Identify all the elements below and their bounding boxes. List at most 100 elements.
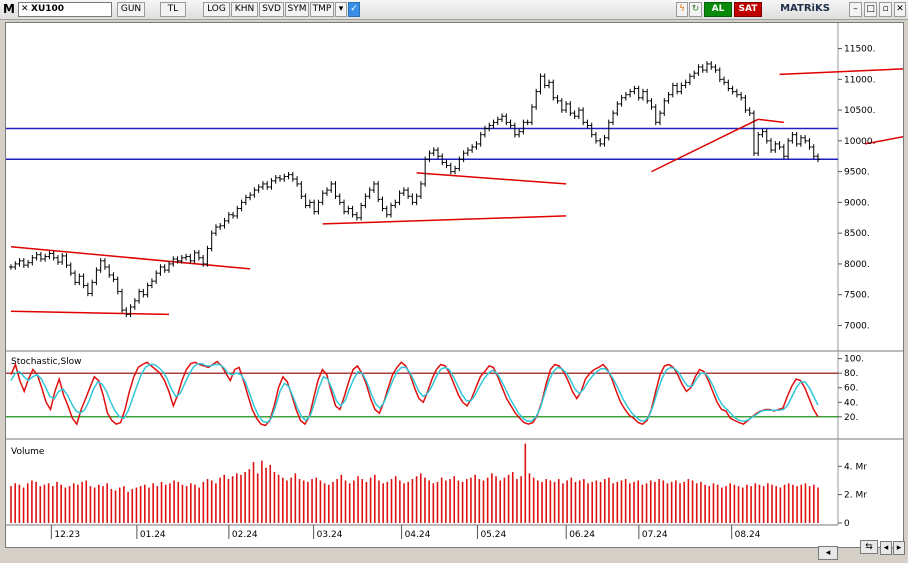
ohlc-bar — [769, 138, 774, 153]
ohlc-bar — [239, 199, 244, 212]
ohlc-bar — [470, 144, 475, 153]
ohlc-bar — [265, 181, 270, 190]
sync-icon[interactable]: ⇆ — [860, 540, 878, 554]
ohlc-bar — [55, 255, 60, 265]
ohlc-bar — [512, 122, 517, 138]
scroll-prev-icon[interactable]: ◂ — [880, 541, 892, 555]
price-tick-label: 10500. — [844, 106, 876, 116]
price-tick-label: 11000. — [844, 75, 876, 85]
ohlc-bar — [235, 205, 240, 219]
ohlc-bar — [730, 85, 735, 95]
ohlc-bar — [226, 211, 231, 224]
svd-button[interactable]: SVD — [259, 2, 284, 17]
ohlc-bar — [542, 73, 547, 89]
stochastic-k-line — [10, 360, 819, 427]
ohlc-bar — [410, 193, 415, 206]
ohlc-bar — [739, 91, 744, 101]
sell-button[interactable]: SAT — [734, 2, 762, 17]
log-button[interactable]: LOG — [203, 2, 230, 17]
ohlc-bar — [756, 131, 761, 156]
minimize-icon[interactable]: – — [849, 2, 862, 17]
ohlc-bar — [525, 119, 530, 126]
ohlc-bar — [278, 175, 282, 182]
ohlc-bar — [337, 193, 342, 206]
stochastic-title: Stochastic,Slow — [11, 357, 82, 367]
dropdown-arrow-icon[interactable]: ▾ — [335, 2, 347, 17]
ohlc-bar — [517, 128, 522, 138]
ohlc-bar — [282, 173, 287, 182]
brand-label: MATRiKS — [780, 3, 830, 14]
ohlc-bar — [773, 141, 778, 153]
twitter-icon[interactable]: ✓ — [348, 2, 360, 17]
ohlc-bar — [9, 264, 13, 270]
scroll-next-icon[interactable]: ▸ — [893, 541, 905, 555]
ohlc-bar — [794, 131, 799, 147]
ohlc-bar — [811, 144, 816, 159]
ohlc-bar — [781, 144, 786, 159]
ohlc-bar — [51, 250, 56, 261]
ohlc-bar — [354, 211, 359, 221]
khn-button[interactable]: KHN — [231, 2, 258, 17]
trendline-1 — [10, 310, 169, 316]
ohlc-bar — [115, 276, 120, 295]
price-tick-label: 7500. — [844, 291, 870, 301]
ohlc-bar — [376, 181, 381, 203]
ohlc-bar — [491, 119, 496, 129]
price-tick-label: 8000. — [844, 260, 870, 270]
ohlc-bar — [175, 256, 180, 264]
ohlc-bar — [440, 153, 445, 166]
ohlc-bar — [568, 101, 573, 116]
ohlc-bar — [201, 255, 206, 267]
ohlc-bar — [34, 251, 39, 261]
ohlc-bar — [418, 181, 423, 199]
stochastic-tick-label: 100. — [844, 355, 864, 365]
ohlc-bar — [380, 196, 385, 212]
ohlc-bar — [329, 181, 334, 193]
ohlc-bar — [726, 79, 731, 92]
currency-button[interactable]: TL — [160, 2, 186, 17]
restore-icon[interactable]: □ — [864, 2, 877, 17]
period-button[interactable]: GUN — [117, 2, 145, 17]
time-tick-label: 12.23 — [54, 530, 80, 540]
ohlc-bar — [252, 187, 257, 198]
ohlc-bar — [324, 187, 329, 196]
symbol-input[interactable]: ✕ XU100 — [18, 2, 112, 17]
ohlc-bar — [98, 258, 103, 273]
time-tick-label: 08.24 — [735, 530, 761, 540]
ohlc-bar — [256, 184, 261, 193]
close-symbol-icon[interactable]: ✕ — [21, 4, 29, 14]
buy-button[interactable]: AL — [704, 2, 732, 17]
ohlc-bar — [692, 70, 697, 79]
stochastic-tick-label: 40. — [844, 398, 858, 408]
ohlc-bar — [521, 119, 526, 135]
ohlc-bar — [231, 211, 236, 219]
ohlc-bar — [760, 128, 765, 138]
ohlc-bar — [320, 190, 325, 206]
maximize-icon[interactable]: ▫ — [879, 2, 892, 17]
ohlc-bar — [30, 255, 35, 266]
ohlc-bar — [350, 205, 355, 218]
sym-button[interactable]: SYM — [285, 2, 309, 17]
tmp-button[interactable]: TMP — [310, 2, 334, 17]
ohlc-bar — [611, 110, 616, 126]
ohlc-bar — [495, 116, 500, 126]
refresh-icon[interactable]: ↻ — [689, 2, 702, 17]
ohlc-bar — [807, 138, 812, 150]
ohlc-bar — [423, 156, 428, 187]
volume-tick-label: 4. Mr — [844, 462, 867, 472]
ohlc-bar — [717, 67, 722, 83]
lightning-icon[interactable]: ϟ — [676, 2, 688, 17]
ohlc-bar — [196, 250, 201, 261]
ohlc-bar — [585, 119, 590, 129]
scroll-left-icon[interactable]: ◂ — [818, 546, 838, 560]
ohlc-bar — [559, 98, 564, 113]
ohlc-bar — [21, 258, 26, 268]
ohlc-bar — [435, 147, 440, 159]
ohlc-bar — [222, 218, 227, 229]
ohlc-bar — [482, 125, 487, 138]
close-icon[interactable]: ✕ — [894, 2, 906, 17]
ohlc-bar — [461, 150, 466, 163]
ohlc-bar — [333, 181, 338, 199]
ohlc-bar — [389, 202, 394, 218]
ohlc-bar — [662, 98, 667, 116]
